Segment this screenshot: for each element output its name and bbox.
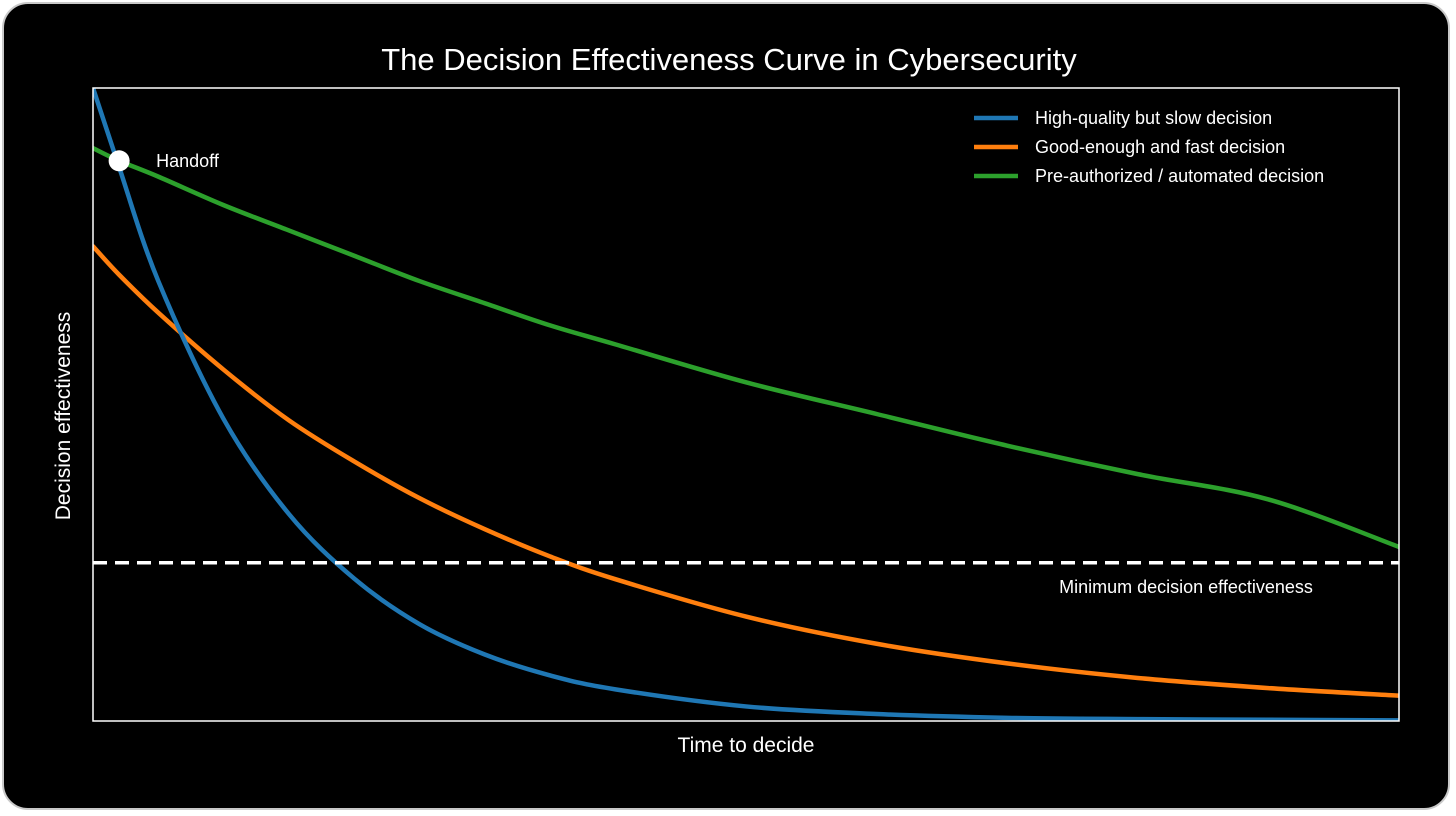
decision-effectiveness-chart: The Decision Effectiveness Curve in Cybe…	[52, 42, 1400, 757]
chart-title: The Decision Effectiveness Curve in Cybe…	[381, 42, 1077, 77]
handoff-marker	[108, 150, 130, 172]
legend-label-1: High-quality but slow decision	[1035, 108, 1272, 128]
handoff-label: Handoff	[156, 151, 220, 171]
plot-area	[92, 87, 1400, 722]
threshold-label: Minimum decision effectiveness	[1059, 577, 1313, 597]
threshold-layer: Minimum decision effectiveness	[93, 561, 1399, 597]
series-line-3	[93, 145, 1399, 550]
series-line-2	[93, 244, 1399, 698]
legend-label-3: Pre-authorized / automated decision	[1035, 166, 1324, 186]
y-axis-label: Decision effectiveness	[52, 312, 75, 521]
legend: High-quality but slow decision Good-enoug…	[974, 108, 1324, 186]
series-line-1	[93, 88, 1399, 721]
legend-label-2: Good-enough and fast decision	[1035, 137, 1285, 157]
annotation-layer: Handoff	[108, 150, 220, 172]
x-axis-label: Time to decide	[678, 734, 815, 757]
